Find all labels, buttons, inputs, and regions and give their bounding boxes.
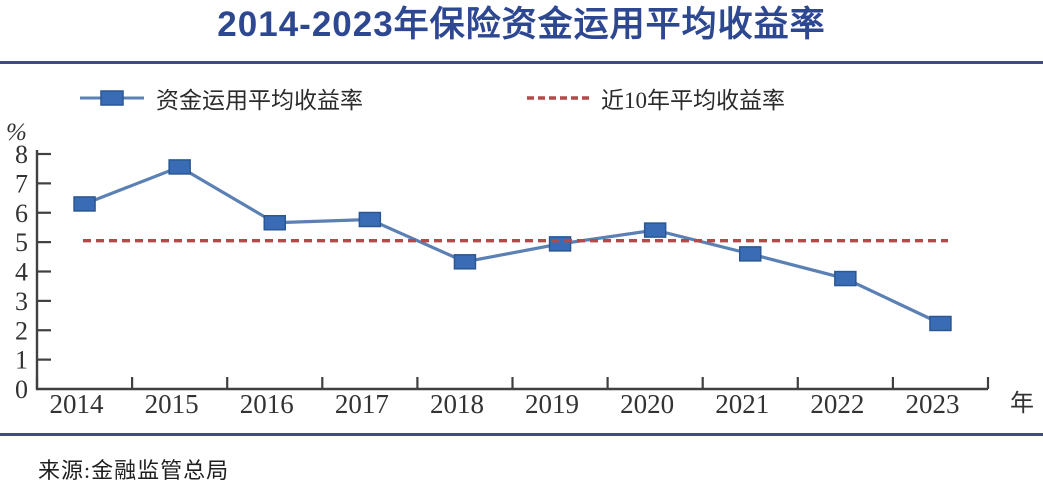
data-point-marker-2015 <box>168 159 191 175</box>
x-axis-unit-label: 年 <box>1010 390 1034 417</box>
y-tick-label: 3 <box>15 287 28 316</box>
y-tick-label: 6 <box>15 199 28 228</box>
bottom-divider <box>0 433 1043 436</box>
title-divider <box>0 61 1043 64</box>
x-tick-label: 2017 <box>335 389 389 419</box>
y-tick-label: 5 <box>15 228 28 257</box>
x-tick-label: 2015 <box>145 389 199 419</box>
y-tick-label: 8 <box>15 140 28 169</box>
legend-average-label: 近10年平均收益率 <box>601 88 785 113</box>
y-tick-label: 0 <box>15 375 28 404</box>
data-point-marker-2023 <box>929 315 952 332</box>
legend-line-marker-sample <box>80 90 144 106</box>
y-tick-label: 2 <box>15 316 28 345</box>
x-tick-label: 2019 <box>525 389 579 419</box>
x-tick-label: 2020 <box>620 389 674 419</box>
legend-series-label: 资金运用平均收益率 <box>156 88 363 113</box>
series-line <box>83 165 942 325</box>
data-point-marker-2018 <box>453 254 477 270</box>
y-tick-label: 1 <box>15 346 28 375</box>
y-axis-unit-label: % <box>6 119 27 146</box>
x-tick-label: 2023 <box>905 389 959 419</box>
data-point-marker-2014 <box>73 196 96 212</box>
x-tick-label: 2016 <box>240 389 294 419</box>
legend-square-marker-icon <box>100 90 124 106</box>
legend-item-average: 近10年平均收益率 <box>527 84 785 113</box>
data-point-marker-2016 <box>263 214 286 231</box>
x-tick-label: 2022 <box>810 389 864 419</box>
legend-dashed-sample <box>527 96 589 100</box>
chart-title: 2014-2023年保险资金运用平均收益率 <box>217 5 826 44</box>
data-point-marker-2020 <box>643 222 667 238</box>
x-tick-label: 2014 <box>50 389 105 419</box>
data-point-marker-2021 <box>739 246 762 262</box>
x-tick-label: 2021 <box>715 389 769 419</box>
legend: 资金运用平均收益率 近10年平均收益率 <box>0 84 1043 113</box>
legend-item-series: 资金运用平均收益率 <box>80 84 363 113</box>
data-point-marker-2022 <box>834 270 857 287</box>
y-tick-label: 7 <box>15 169 28 198</box>
data-point-marker-2017 <box>358 211 382 228</box>
y-tick-label: 4 <box>15 258 28 287</box>
source-text: 来源:金融监管总局 <box>38 458 230 483</box>
x-tick-label: 2018 <box>430 389 484 419</box>
